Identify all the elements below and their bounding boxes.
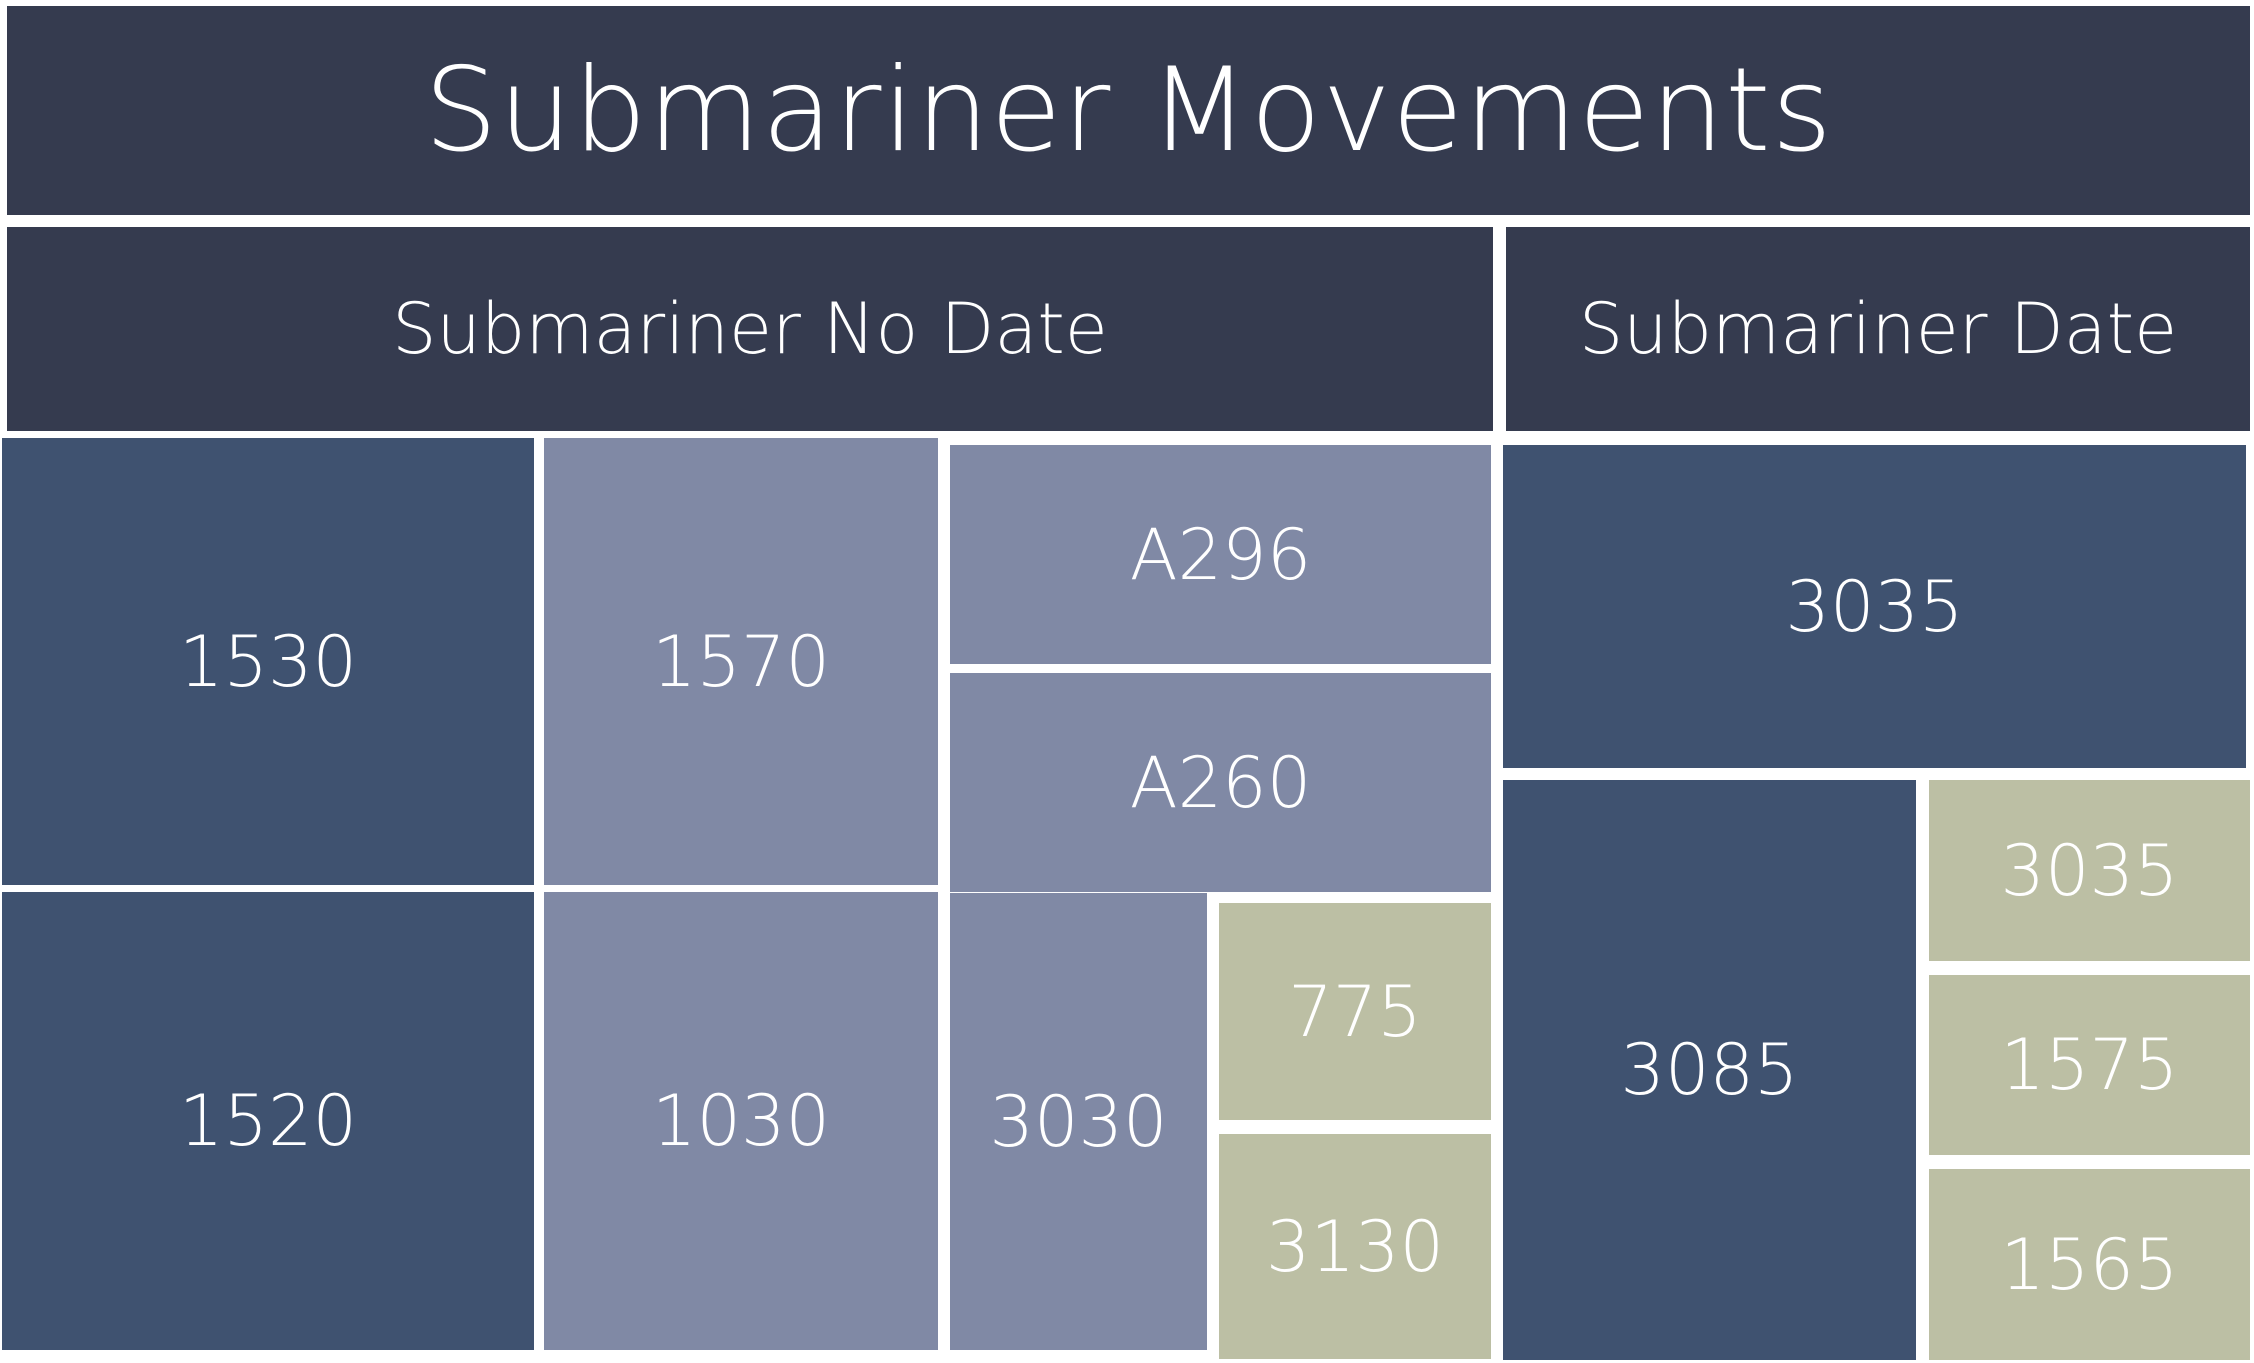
tile-label: 3085	[1620, 1029, 1799, 1111]
tile-label: 3030	[989, 1080, 1168, 1163]
tile-label: 1030	[651, 1080, 831, 1162]
tile-3035-small: 3035	[1929, 780, 2250, 961]
tile-label: A260	[1129, 741, 1312, 824]
tile-3030: 3030	[950, 893, 1207, 1350]
group-header-date: Submariner Date	[1506, 227, 2250, 431]
chart-title-text: Submariner Movements	[423, 43, 1834, 178]
tile-label: 1575	[2000, 1024, 2179, 1106]
tile-label: 3035	[1785, 565, 1964, 648]
tile-1530: 1530	[2, 438, 534, 885]
tile-1570: 1570	[544, 438, 938, 885]
tile-label: 1565	[2000, 1223, 2179, 1306]
tile-label: 1570	[651, 620, 831, 703]
group-header-no-date: Submariner No Date	[7, 227, 1493, 431]
tile-3085: 3085	[1503, 780, 1916, 1360]
group-label-no-date: Submariner No Date	[392, 288, 1108, 370]
tile-1520: 1520	[2, 892, 534, 1350]
tile-label: 3035	[2000, 829, 2179, 912]
tile-label: 1520	[178, 1080, 358, 1162]
tile-label: A296	[1129, 513, 1312, 596]
tile-a260: A260	[950, 673, 1491, 892]
tile-3130: 3130	[1219, 1134, 1491, 1359]
tile-775: 775	[1219, 903, 1491, 1120]
tile-1565: 1565	[1929, 1169, 2250, 1360]
group-label-date: Submariner Date	[1578, 288, 2178, 370]
chart-title: Submariner Movements	[7, 6, 2250, 215]
tile-a296: A296	[950, 445, 1491, 664]
tile-1575: 1575	[1929, 975, 2250, 1155]
tile-label: 3130	[1265, 1205, 1445, 1288]
tile-label: 1530	[178, 620, 358, 703]
tile-label: 775	[1288, 970, 1422, 1053]
tile-1030: 1030	[544, 892, 938, 1350]
tile-3035-large: 3035	[1503, 445, 2246, 768]
